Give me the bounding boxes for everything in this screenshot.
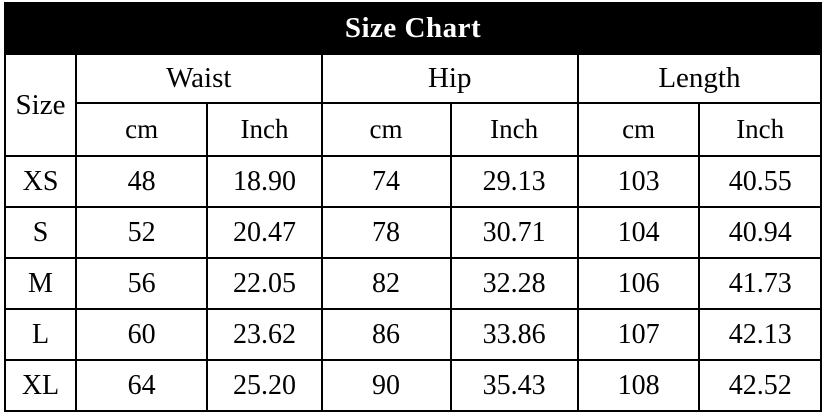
waist-cm-value: 64 [74,359,209,412]
waist-cm-value: 48 [74,155,209,208]
size-label: M [4,257,77,310]
hip-inch-value: 30.71 [449,206,579,259]
length-cm-value: 104 [576,206,701,259]
length-cm-value: 106 [576,257,701,310]
waist-cm-value: 52 [74,206,209,259]
size-label: S [4,206,77,259]
length-inch-value: 42.13 [698,308,822,361]
waist-inch-header: Inch [206,102,323,157]
hip-cm-value: 86 [320,308,452,361]
size-column-header: Size [4,53,77,157]
title-row: Size Chart [4,2,822,55]
length-cm-value: 108 [576,359,701,412]
hip-inch-value: 33.86 [449,308,579,361]
hip-cm-value: 82 [320,257,452,310]
length-cm-header: cm [576,102,701,157]
table-row-l: L 60 23.62 86 33.86 107 42.13 [4,308,822,361]
hip-cm-value: 90 [320,359,452,412]
hip-cm-value: 74 [320,155,452,208]
size-label: XS [4,155,77,208]
hip-inch-value: 29.13 [449,155,579,208]
length-inch-value: 42.52 [698,359,822,412]
hip-cm-value: 78 [320,206,452,259]
table-row-xs: XS 48 18.90 74 29.13 103 40.55 [4,155,822,208]
hip-inch-value: 35.43 [449,359,579,412]
size-label: L [4,308,77,361]
waist-inch-value: 18.90 [206,155,323,208]
group-header-row: Size Waist Hip Length [4,53,823,157]
length-inch-header: Inch [698,102,822,157]
table-row-m: M 56 22.05 82 32.28 106 41.73 [4,257,822,310]
waist-inch-value: 23.62 [206,308,323,361]
hip-group-header: Hip [320,53,579,104]
size-label: XL [4,359,77,412]
waist-inch-value: 22.05 [206,257,323,310]
size-chart-table: Size Chart Size Waist Hip Length cm Inch… [4,2,823,412]
length-inch-value: 40.94 [698,206,822,259]
waist-group-header: Waist [74,53,323,104]
length-cm-value: 107 [576,308,701,361]
hip-cm-header: cm [320,102,452,157]
waist-inch-value: 20.47 [206,206,323,259]
table-row-xl: XL 64 25.20 90 35.43 108 42.52 [4,359,822,412]
waist-cm-header: cm [74,102,209,157]
length-cm-value: 103 [576,155,701,208]
waist-cm-value: 60 [74,308,209,361]
table-title: Size Chart [4,2,822,55]
unit-header-row: cm Inch cm Inch cm Inch [5,102,822,157]
waist-cm-value: 56 [74,257,209,310]
table-row-s: S 52 20.47 78 30.71 104 40.94 [4,206,822,259]
length-inch-value: 40.55 [698,155,822,208]
hip-inch-value: 32.28 [449,257,579,310]
waist-inch-value: 25.20 [206,359,323,412]
length-group-header: Length [576,53,823,104]
hip-inch-header: Inch [449,102,579,157]
length-inch-value: 41.73 [698,257,822,310]
